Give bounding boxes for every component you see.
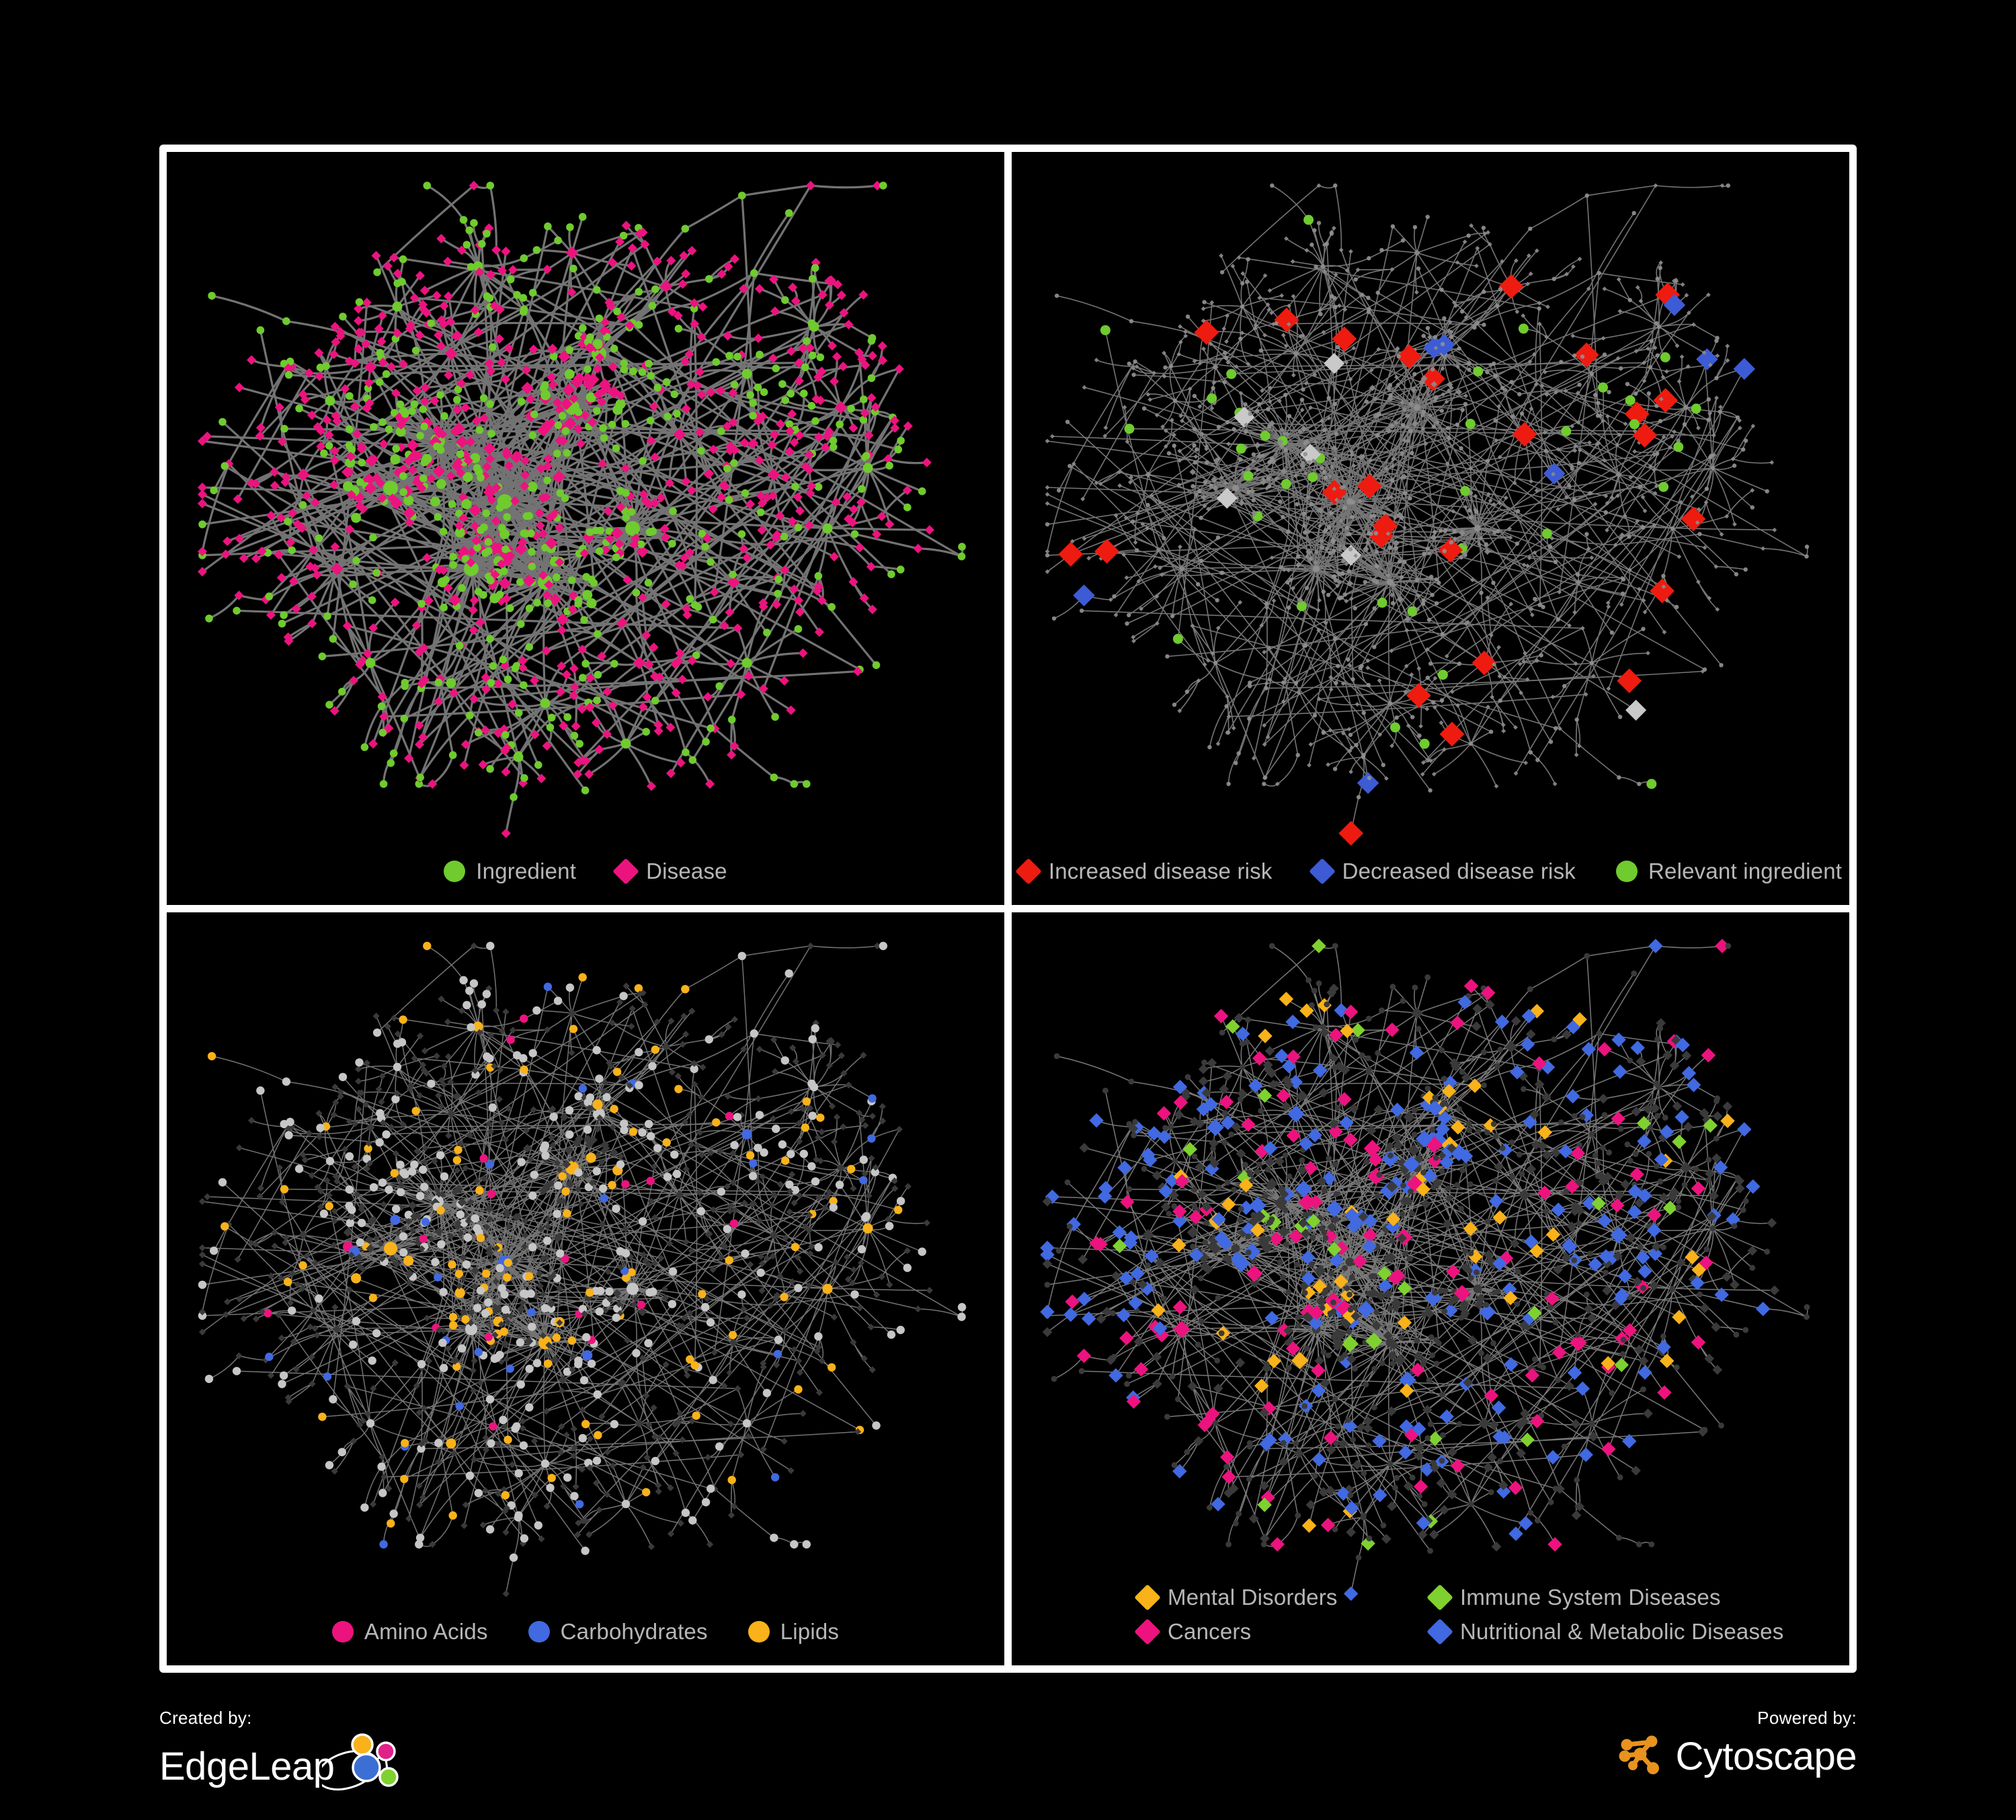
powered-by-branding: Powered by: Cytoscape (1617, 1708, 1857, 1780)
panel-nutrient-class[interactable]: Amino Acids Carbohydrates Lipids (167, 912, 1004, 1665)
network-canvas-disease-risk[interactable] (1012, 152, 1849, 905)
network-graph-disease-class (1040, 939, 1810, 1601)
panel-disease-class[interactable]: Mental Disorders Immune System Diseases … (1012, 912, 1849, 1665)
network-canvas-nutrient-class[interactable] (167, 912, 1004, 1665)
cytoscape-wordmark: Cytoscape (1675, 1734, 1857, 1778)
edgeleap-logo-icon (317, 1733, 408, 1801)
network-graph-disease-risk (1045, 183, 1810, 846)
powered-by-kicker: Powered by: (1757, 1708, 1857, 1728)
created-by-branding: Created by: EdgeLeap (159, 1708, 408, 1801)
network-canvas-ingredient-disease[interactable] (167, 152, 1004, 905)
cytoscape-logo-icon (1617, 1733, 1664, 1780)
panel-ingredient-disease[interactable]: Ingredient Disease (167, 152, 1004, 905)
network-graph-ingredient-disease (197, 180, 966, 838)
created-by-kicker: Created by: (159, 1708, 252, 1728)
panel-disease-risk[interactable]: Increased disease risk Decreased disease… (1012, 152, 1849, 905)
network-canvas-disease-class[interactable] (1012, 912, 1849, 1665)
edgeleap-wordmark: EdgeLeap (159, 1744, 335, 1788)
figure-frame: Ingredient Disease Increased disease ris… (159, 145, 1857, 1673)
network-graph-nutrient-class (198, 941, 967, 1597)
